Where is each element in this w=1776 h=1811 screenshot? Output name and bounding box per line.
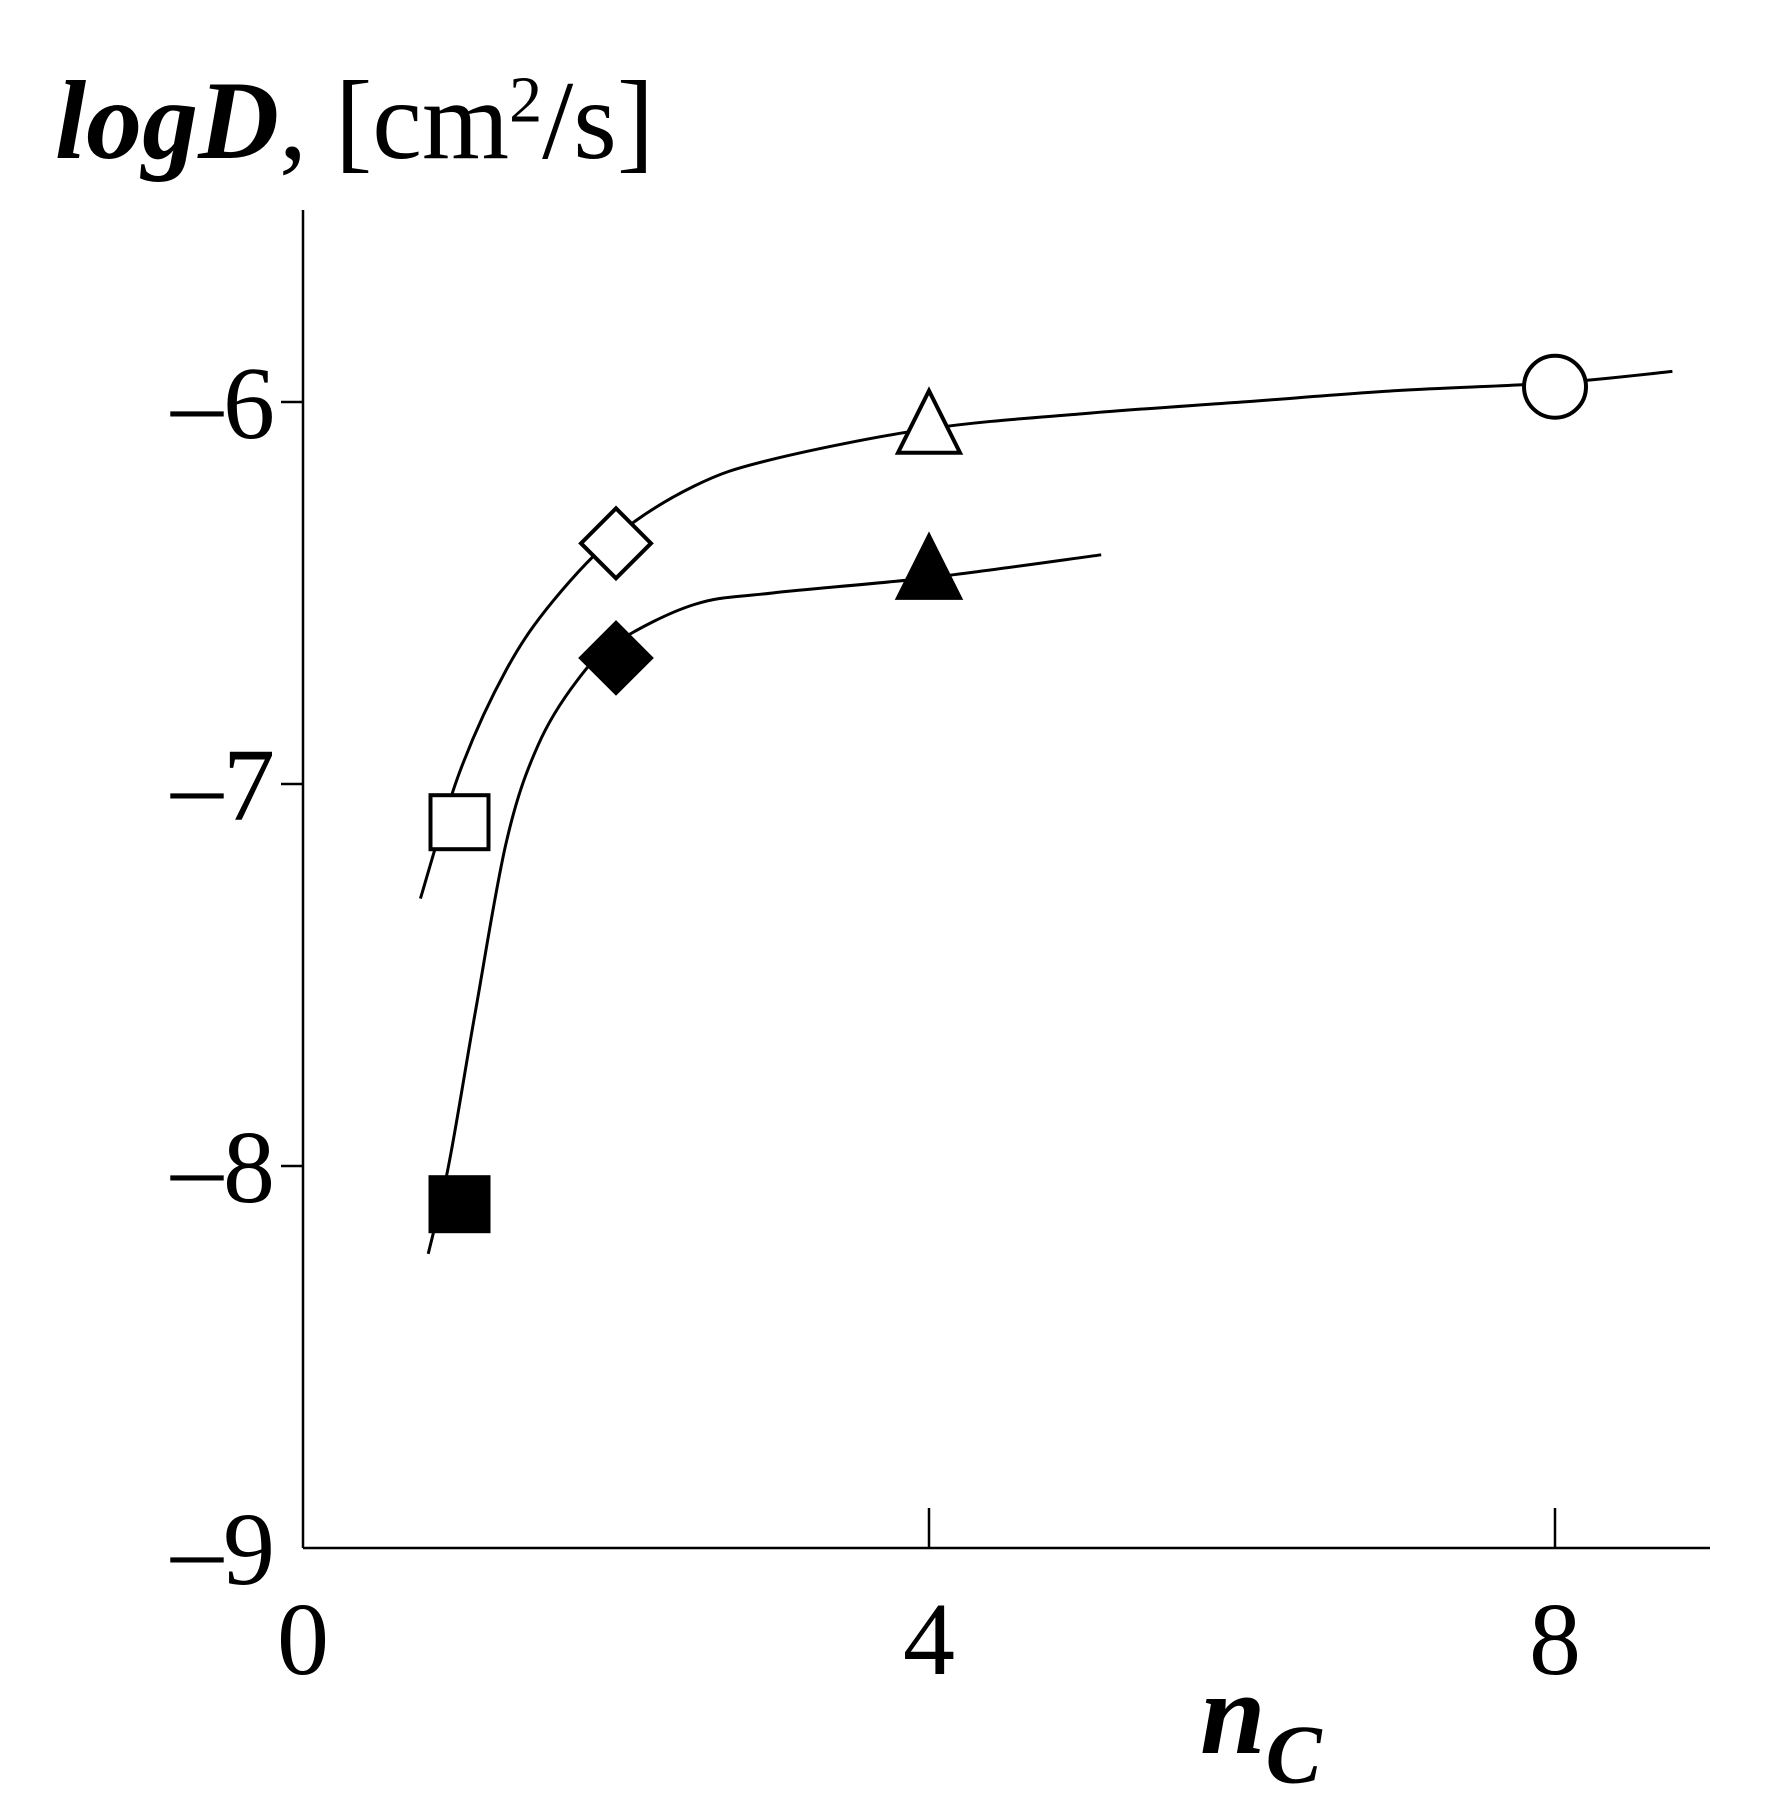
y-axis-label-unit-tail: /s] xyxy=(542,59,655,183)
y-axis-label-quantity: logD xyxy=(55,59,279,183)
open-square-marker xyxy=(428,793,491,852)
y-tick-label: –8 xyxy=(170,1110,275,1225)
open-diamond-marker xyxy=(578,505,654,582)
open-circle-marker xyxy=(1522,353,1588,420)
filled-square-marker xyxy=(428,1175,491,1234)
fit-curve-open xyxy=(418,369,1673,900)
y-axis-label-unit: , [cm xyxy=(279,59,510,183)
x-axis-label-main: n xyxy=(1200,1648,1266,1779)
x-tick-label: 8 xyxy=(1529,1582,1581,1697)
fit-curves xyxy=(418,369,1673,1255)
y-axis-label: logD, [cm2/s] xyxy=(55,65,654,177)
y-tick-label: –6 xyxy=(170,346,275,461)
y-axis-label-unit-exponent: 2 xyxy=(509,63,543,137)
x-axis-label: nC xyxy=(1200,1655,1322,1797)
x-tick-label: 4 xyxy=(903,1582,955,1697)
axes: –6 –7 –8 –90 4 8 xyxy=(170,210,1710,1697)
x-tick-label: 0 xyxy=(277,1582,329,1697)
y-tick-label: –7 xyxy=(170,728,275,843)
fit-curve-filled xyxy=(426,553,1102,1255)
filled-diamond-marker xyxy=(578,620,654,696)
filled-triangle-marker xyxy=(894,531,964,600)
data-markers xyxy=(428,353,1588,1234)
x-axis-label-subscript: C xyxy=(1265,1708,1322,1802)
open-triangle-marker xyxy=(894,386,964,455)
y-tick-label: –9 xyxy=(170,1492,275,1607)
